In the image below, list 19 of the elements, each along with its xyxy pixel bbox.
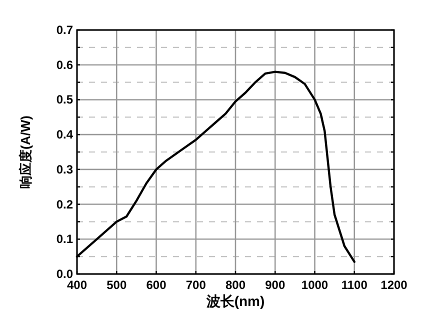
y-tick-label: 0.2: [56, 197, 74, 212]
x-tick-label: 1200: [380, 278, 408, 292]
x-tick-label: 800: [225, 278, 246, 292]
y-tick-label: 0.3: [56, 162, 74, 176]
y-tick-label: 0.0: [56, 267, 74, 281]
x-tick-label: 600: [146, 278, 167, 292]
x-tick-label: 900: [265, 278, 286, 292]
x-tick-label: 500: [106, 278, 127, 292]
x-tick-label: 1000: [301, 278, 328, 292]
y-tick-label: 0.7: [56, 23, 74, 37]
y-tick-label: 0.5: [56, 92, 74, 107]
x-tick-label: 1100: [341, 278, 368, 292]
y-tick-label: 0.6: [56, 58, 74, 72]
x-tick-label: 400: [66, 278, 88, 292]
y-tick-label: 0.4: [56, 128, 74, 142]
y-axis-title: 响应度(A/W): [18, 116, 33, 188]
y-tick-label: 0.1: [56, 232, 74, 246]
x-axis-title: 波长(nm): [205, 293, 265, 309]
x-tick-label: 700: [186, 278, 206, 292]
